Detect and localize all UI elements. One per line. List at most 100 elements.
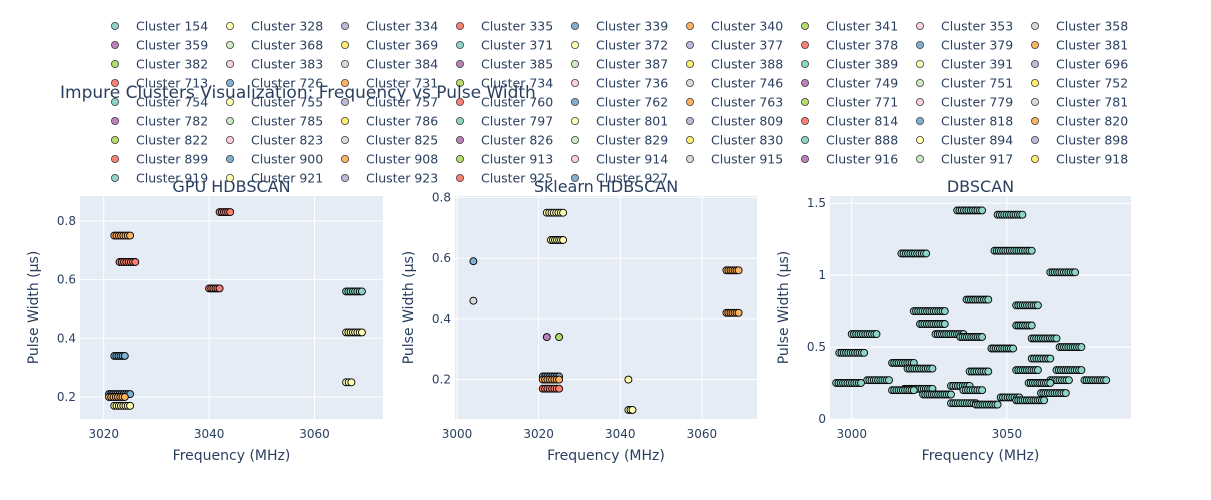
data-point[interactable] xyxy=(1033,366,1042,375)
legend-item[interactable]: Cluster 335 xyxy=(455,19,553,34)
data-point[interactable] xyxy=(1052,334,1061,343)
legend-item[interactable]: Cluster 389 xyxy=(801,57,898,72)
legend-item[interactable]: Cluster 763 xyxy=(686,95,783,110)
legend-item[interactable]: Cluster 927 xyxy=(571,171,668,186)
data-point[interactable] xyxy=(928,364,937,373)
legend-item[interactable]: Cluster 377 xyxy=(686,38,783,53)
data-point[interactable] xyxy=(1077,366,1086,375)
legend-item[interactable]: Cluster 826 xyxy=(455,133,553,148)
data-point[interactable] xyxy=(1033,301,1042,310)
data-point[interactable] xyxy=(126,401,135,410)
legend-item[interactable]: Cluster 916 xyxy=(801,152,898,167)
legend-item[interactable]: Cluster 378 xyxy=(801,38,898,53)
legend-item[interactable]: Cluster 829 xyxy=(571,133,668,148)
legend-item[interactable]: Cluster 818 xyxy=(916,114,1013,129)
data-point[interactable] xyxy=(120,393,129,401)
legend-item[interactable]: Cluster 814 xyxy=(801,114,898,129)
legend-item[interactable]: Cluster 923 xyxy=(340,171,438,186)
legend-item[interactable]: Cluster 823 xyxy=(225,133,323,148)
legend-item[interactable]: Cluster 894 xyxy=(916,133,1013,148)
legend-item[interactable]: Cluster 749 xyxy=(801,76,898,91)
legend-item[interactable]: Cluster 369 xyxy=(340,38,438,53)
legend-item[interactable]: Cluster 820 xyxy=(1031,114,1128,129)
legend-item[interactable]: Cluster 760 xyxy=(455,95,553,110)
legend-item[interactable]: Cluster 900 xyxy=(225,152,323,167)
legend-item[interactable]: Cluster 358 xyxy=(1031,19,1128,34)
data-point[interactable] xyxy=(131,258,140,266)
data-point[interactable] xyxy=(624,375,633,384)
legend-item[interactable]: Cluster 781 xyxy=(1031,95,1128,110)
legend-item[interactable]: Cluster 368 xyxy=(225,38,323,53)
data-point[interactable] xyxy=(872,330,881,339)
legend-item[interactable]: Cluster 915 xyxy=(686,152,783,167)
legend-item[interactable]: Cluster 359 xyxy=(111,38,208,53)
legend-item[interactable]: Cluster 746 xyxy=(686,76,783,91)
data-point[interactable] xyxy=(909,386,918,395)
legend-item[interactable]: Cluster 353 xyxy=(916,19,1013,34)
data-point[interactable] xyxy=(1046,379,1055,387)
data-point[interactable] xyxy=(1046,354,1055,363)
data-point[interactable] xyxy=(940,320,949,328)
legend-item[interactable]: Cluster 154 xyxy=(111,19,208,34)
legend-item[interactable]: Cluster 755 xyxy=(225,95,323,110)
legend-item[interactable]: Cluster 797 xyxy=(455,114,553,129)
legend-item[interactable]: Cluster 379 xyxy=(916,38,1013,53)
data-point[interactable] xyxy=(215,284,224,293)
data-point[interactable] xyxy=(947,390,955,399)
legend-item[interactable]: Cluster 809 xyxy=(686,114,783,129)
legend-item[interactable]: Cluster 383 xyxy=(225,57,323,72)
data-point[interactable] xyxy=(357,287,366,296)
data-point[interactable] xyxy=(857,379,865,387)
legend-item[interactable]: Cluster 779 xyxy=(916,95,1013,110)
legend-item[interactable]: Cluster 387 xyxy=(571,57,668,72)
data-point[interactable] xyxy=(984,367,993,376)
legend-item[interactable]: Cluster 757 xyxy=(340,95,438,110)
legend-item[interactable]: Cluster 917 xyxy=(916,152,1013,167)
legend-item[interactable]: Cluster 736 xyxy=(571,76,668,91)
legend-item[interactable]: Cluster 919 xyxy=(111,171,208,186)
data-point[interactable] xyxy=(940,307,949,316)
data-point[interactable] xyxy=(1064,376,1073,385)
legend[interactable]: Cluster 154 Cluster 328 Cluster 334 Cluster… xyxy=(111,19,1128,186)
data-point[interactable] xyxy=(628,405,637,414)
legend-item[interactable]: Cluster 713 xyxy=(111,76,208,91)
data-point[interactable] xyxy=(885,376,893,385)
legend-item[interactable]: Cluster 908 xyxy=(340,152,438,167)
legend-item[interactable]: Cluster 913 xyxy=(455,152,553,167)
data-point[interactable] xyxy=(1077,343,1086,352)
data-point[interactable] xyxy=(226,208,235,217)
data-point[interactable] xyxy=(984,295,993,304)
legend-item[interactable]: Cluster 371 xyxy=(455,38,553,53)
legend-item[interactable]: Cluster 339 xyxy=(571,19,668,34)
legend-item[interactable]: Cluster 782 xyxy=(111,114,208,129)
legend-item[interactable]: Cluster 785 xyxy=(225,114,323,129)
data-point[interactable] xyxy=(922,249,931,258)
legend-item[interactable]: Cluster 388 xyxy=(686,57,783,72)
legend-item[interactable]: Cluster 391 xyxy=(916,57,1013,72)
legend-item[interactable]: Cluster 726 xyxy=(225,76,323,91)
data-point[interactable] xyxy=(860,348,869,357)
legend-item[interactable]: Cluster 734 xyxy=(455,76,553,91)
data-point[interactable] xyxy=(555,333,564,342)
data-point[interactable] xyxy=(1009,344,1018,353)
legend-item[interactable]: Cluster 381 xyxy=(1031,38,1128,53)
legend-item[interactable]: Cluster 328 xyxy=(225,19,323,34)
data-point[interactable] xyxy=(978,206,987,215)
data-point[interactable] xyxy=(1018,210,1027,219)
legend-item[interactable]: Cluster 751 xyxy=(916,76,1013,91)
legend-item[interactable]: Cluster 341 xyxy=(801,19,898,34)
data-point[interactable] xyxy=(559,236,568,244)
data-point[interactable] xyxy=(555,375,564,384)
legend-item[interactable]: Cluster 340 xyxy=(686,19,783,34)
legend-item[interactable]: Cluster 334 xyxy=(340,19,438,34)
data-point[interactable] xyxy=(357,328,366,337)
legend-item[interactable]: Cluster 899 xyxy=(111,152,208,167)
data-point[interactable] xyxy=(469,257,478,266)
legend-item[interactable]: Cluster 384 xyxy=(340,57,438,72)
legend-item[interactable]: Cluster 822 xyxy=(111,133,208,148)
data-point[interactable] xyxy=(542,333,551,342)
legend-item[interactable]: Cluster 754 xyxy=(111,95,208,110)
legend-item[interactable]: Cluster 372 xyxy=(571,38,668,53)
legend-item[interactable]: Cluster 786 xyxy=(340,114,438,129)
data-point[interactable] xyxy=(347,378,356,387)
